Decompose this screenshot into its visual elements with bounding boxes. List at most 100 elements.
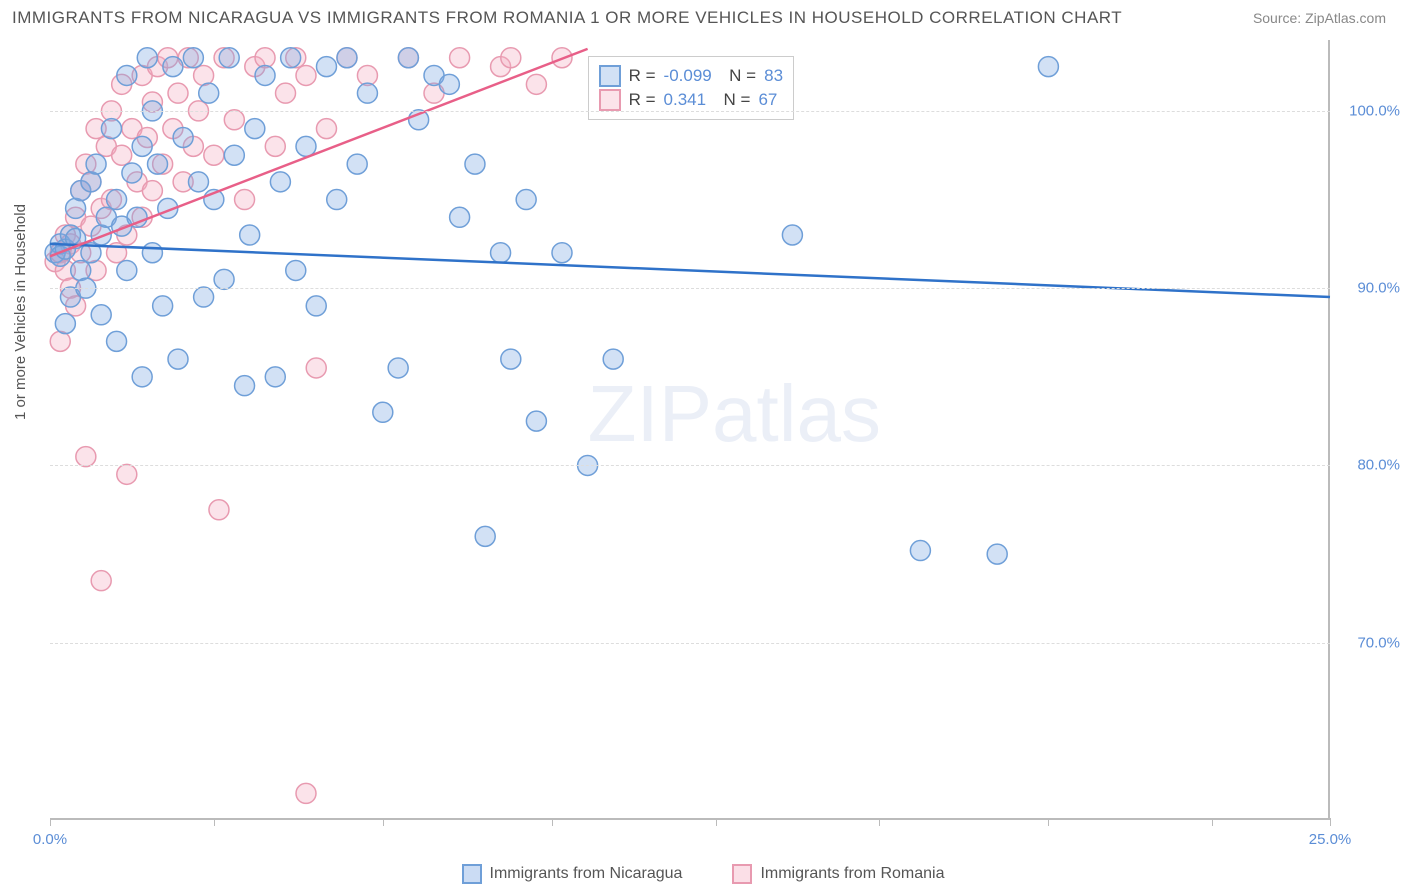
- data-point: [235, 376, 255, 396]
- legend-label: Immigrants from Nicaragua: [490, 865, 683, 883]
- y-tick-label: 80.0%: [1357, 457, 1400, 474]
- data-point: [910, 541, 930, 561]
- data-point: [137, 48, 157, 68]
- data-point: [265, 136, 285, 156]
- data-point: [281, 48, 301, 68]
- data-point: [142, 243, 162, 263]
- data-point: [526, 411, 546, 431]
- data-point: [240, 225, 260, 245]
- data-point: [101, 119, 121, 139]
- data-point: [66, 198, 86, 218]
- x-tick: [383, 818, 384, 826]
- data-point: [450, 48, 470, 68]
- data-point: [552, 243, 572, 263]
- gridline: [50, 111, 1330, 112]
- data-point: [50, 331, 70, 351]
- data-point: [173, 128, 193, 148]
- data-point: [296, 783, 316, 803]
- data-point: [286, 260, 306, 280]
- x-tick-label: 25.0%: [1309, 831, 1352, 848]
- x-tick: [716, 818, 717, 826]
- data-point: [183, 48, 203, 68]
- data-point: [142, 181, 162, 201]
- data-point: [107, 331, 127, 351]
- data-point: [987, 544, 1007, 564]
- data-point: [296, 65, 316, 85]
- data-point: [501, 48, 521, 68]
- legend-item: Immigrants from Romania: [732, 864, 944, 884]
- stats-row: R = -0.099 N = 83: [599, 65, 783, 87]
- data-point: [168, 349, 188, 369]
- data-point: [276, 83, 296, 103]
- data-point: [204, 145, 224, 165]
- data-point: [475, 526, 495, 546]
- data-point: [153, 296, 173, 316]
- data-point: [168, 83, 188, 103]
- data-point: [450, 207, 470, 227]
- data-point: [194, 287, 214, 307]
- n-value: 67: [758, 90, 777, 110]
- data-point: [270, 172, 290, 192]
- data-point: [148, 154, 168, 174]
- x-tick: [1330, 818, 1331, 826]
- data-point: [327, 190, 347, 210]
- source-link[interactable]: ZipAtlas.com: [1305, 10, 1386, 26]
- data-point: [235, 190, 255, 210]
- gridline: [50, 465, 1330, 466]
- data-point: [439, 74, 459, 94]
- data-point: [526, 74, 546, 94]
- r-value: -0.099: [664, 66, 712, 86]
- y-tick-label: 90.0%: [1357, 280, 1400, 297]
- data-point: [188, 172, 208, 192]
- data-point: [516, 190, 536, 210]
- data-point: [782, 225, 802, 245]
- data-point: [306, 358, 326, 378]
- data-point: [117, 260, 137, 280]
- legend-swatch: [732, 864, 752, 884]
- y-axis-label: 1 or more Vehicles in Household: [12, 204, 29, 420]
- gridline: [50, 288, 1330, 289]
- data-point: [306, 296, 326, 316]
- chart-container: IMMIGRANTS FROM NICARAGUA VS IMMIGRANTS …: [0, 0, 1406, 892]
- x-tick: [879, 818, 880, 826]
- data-point: [81, 172, 101, 192]
- x-tick: [1212, 818, 1213, 826]
- data-point: [224, 145, 244, 165]
- data-point: [357, 83, 377, 103]
- data-point: [1038, 57, 1058, 77]
- data-point: [163, 57, 183, 77]
- data-point: [112, 145, 132, 165]
- data-point: [337, 48, 357, 68]
- y-tick-label: 70.0%: [1357, 634, 1400, 651]
- data-point: [107, 190, 127, 210]
- gridline: [50, 643, 1330, 644]
- plot-area: R = -0.099 N = 83R = 0.341 N = 67 ZIPatl…: [50, 40, 1330, 820]
- data-point: [373, 402, 393, 422]
- data-point: [388, 358, 408, 378]
- data-point: [255, 65, 275, 85]
- data-point: [132, 367, 152, 387]
- x-tick-label: 0.0%: [33, 831, 67, 848]
- legend-item: Immigrants from Nicaragua: [462, 864, 683, 884]
- data-point: [465, 154, 485, 174]
- legend-swatch: [462, 864, 482, 884]
- data-point: [91, 571, 111, 591]
- series-swatch: [599, 65, 621, 87]
- data-point: [265, 367, 285, 387]
- data-point: [55, 314, 75, 334]
- data-point: [76, 447, 96, 467]
- data-point: [224, 110, 244, 130]
- data-point: [117, 464, 137, 484]
- stats-row: R = 0.341 N = 67: [599, 89, 783, 111]
- r-value: 0.341: [664, 90, 707, 110]
- data-point: [122, 163, 142, 183]
- data-point: [603, 349, 623, 369]
- data-point: [71, 260, 91, 280]
- source-credit: Source: ZipAtlas.com: [1253, 10, 1386, 26]
- chart-title: IMMIGRANTS FROM NICARAGUA VS IMMIGRANTS …: [12, 8, 1122, 28]
- data-point: [91, 305, 111, 325]
- n-value: 83: [764, 66, 783, 86]
- data-point: [214, 269, 234, 289]
- x-tick: [1048, 818, 1049, 826]
- data-point: [316, 57, 336, 77]
